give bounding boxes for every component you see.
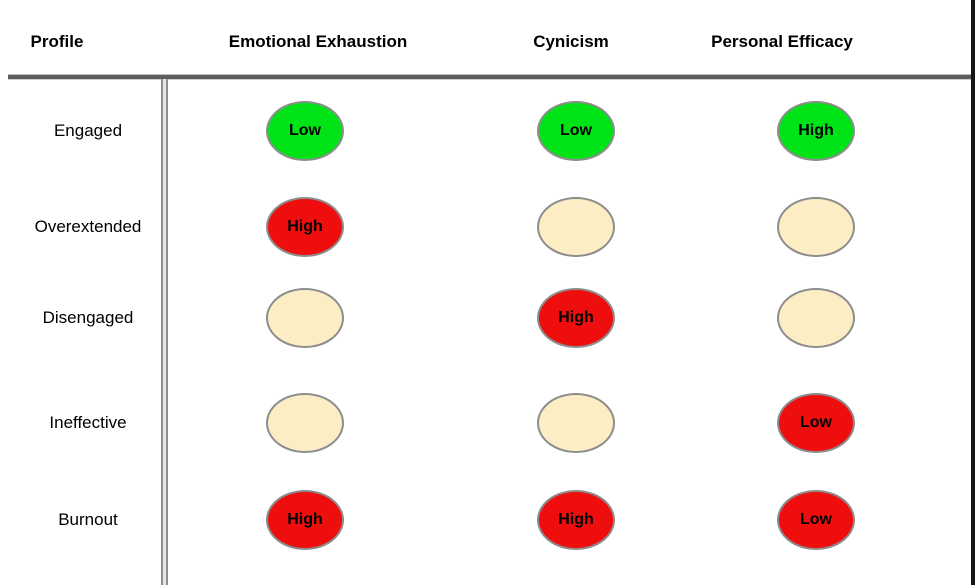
column-header-cynicism: Cynicism [533, 32, 609, 51]
column-header-emotional-exhaustion: Emotional Exhaustion [228, 32, 408, 51]
row-label: Burnout [58, 510, 118, 529]
table-row-ineffective: Ineffective Low [0, 392, 977, 454]
status-ellipse: Low [266, 101, 344, 161]
status-ellipse [777, 288, 855, 348]
status-ellipse-label: Low [800, 414, 832, 431]
right-edge-border-line [971, 0, 975, 585]
status-ellipse-label: High [798, 122, 834, 139]
status-ellipse: High [266, 197, 344, 257]
profile-column-divider-line [161, 79, 168, 585]
table-row-disengaged: Disengaged High [0, 287, 977, 349]
row-label: Disengaged [42, 308, 134, 327]
header-divider-line [8, 75, 972, 79]
status-ellipse: Low [777, 393, 855, 453]
row-label: Engaged [53, 121, 123, 140]
status-ellipse: Low [537, 101, 615, 161]
status-ellipse: High [777, 101, 855, 161]
table-row-engaged: Engaged Low Low High [0, 100, 977, 162]
status-ellipse [266, 393, 344, 453]
status-ellipse [537, 197, 615, 257]
status-ellipse: Low [777, 490, 855, 550]
status-ellipse [537, 393, 615, 453]
status-ellipse: High [537, 490, 615, 550]
status-ellipse: High [266, 490, 344, 550]
status-ellipse-label: High [558, 511, 594, 528]
column-header-personal-efficacy: Personal Efficacy [711, 32, 853, 51]
row-label: Overextended [34, 217, 142, 236]
column-header-profile: Profile [30, 32, 84, 51]
status-ellipse [777, 197, 855, 257]
table-row-overextended: Overextended High [0, 196, 977, 258]
status-ellipse-label: Low [289, 122, 321, 139]
status-ellipse [266, 288, 344, 348]
status-ellipse-label: Low [560, 122, 592, 139]
row-label: Ineffective [49, 413, 127, 432]
status-ellipse: High [537, 288, 615, 348]
status-ellipse-label: High [287, 218, 323, 235]
status-ellipse-label: Low [800, 511, 832, 528]
status-ellipse-label: High [287, 511, 323, 528]
status-ellipse-label: High [558, 309, 594, 326]
table-row-burnout: Burnout High High Low [0, 489, 977, 551]
